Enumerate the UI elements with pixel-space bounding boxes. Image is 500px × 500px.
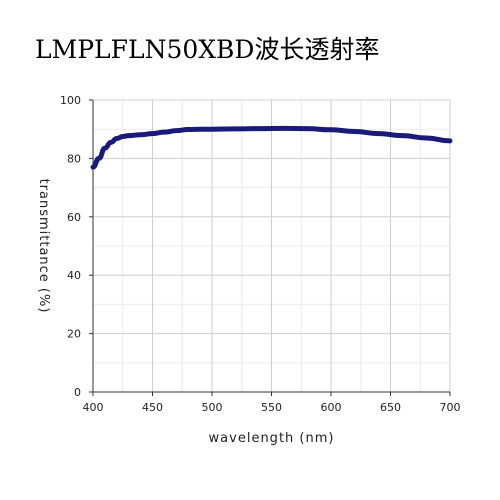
y-tick-label: 0 bbox=[74, 386, 81, 399]
x-tick-label: 600 bbox=[321, 401, 342, 414]
x-tick-label: 400 bbox=[83, 401, 104, 414]
chart-title: LMPLFLN50XBD波长透射率 bbox=[35, 35, 380, 64]
x-tick-label: 700 bbox=[440, 401, 461, 414]
y-tick-label: 40 bbox=[67, 269, 81, 282]
y-tick-label: 20 bbox=[67, 328, 81, 341]
x-tick-label: 550 bbox=[261, 401, 282, 414]
labels-layer: 400 450 500 550 600 650 700 0 20 40 60 80 100 bbox=[60, 94, 461, 414]
x-axis-label: wavelength (nm) bbox=[209, 431, 335, 446]
y-tick-label: 60 bbox=[67, 211, 81, 224]
y-tick-label: 100 bbox=[60, 94, 81, 107]
grid-layer bbox=[92, 99, 451, 393]
x-tick-label: 650 bbox=[380, 401, 401, 414]
series-layer bbox=[90, 125, 453, 170]
axes-layer bbox=[89, 99, 451, 396]
y-tick-label: 80 bbox=[67, 152, 81, 165]
x-tick-label: 450 bbox=[142, 401, 163, 414]
y-axis-label: transmittance (%) bbox=[36, 179, 51, 314]
series-line bbox=[90, 125, 453, 170]
x-tick-label: 500 bbox=[202, 401, 223, 414]
